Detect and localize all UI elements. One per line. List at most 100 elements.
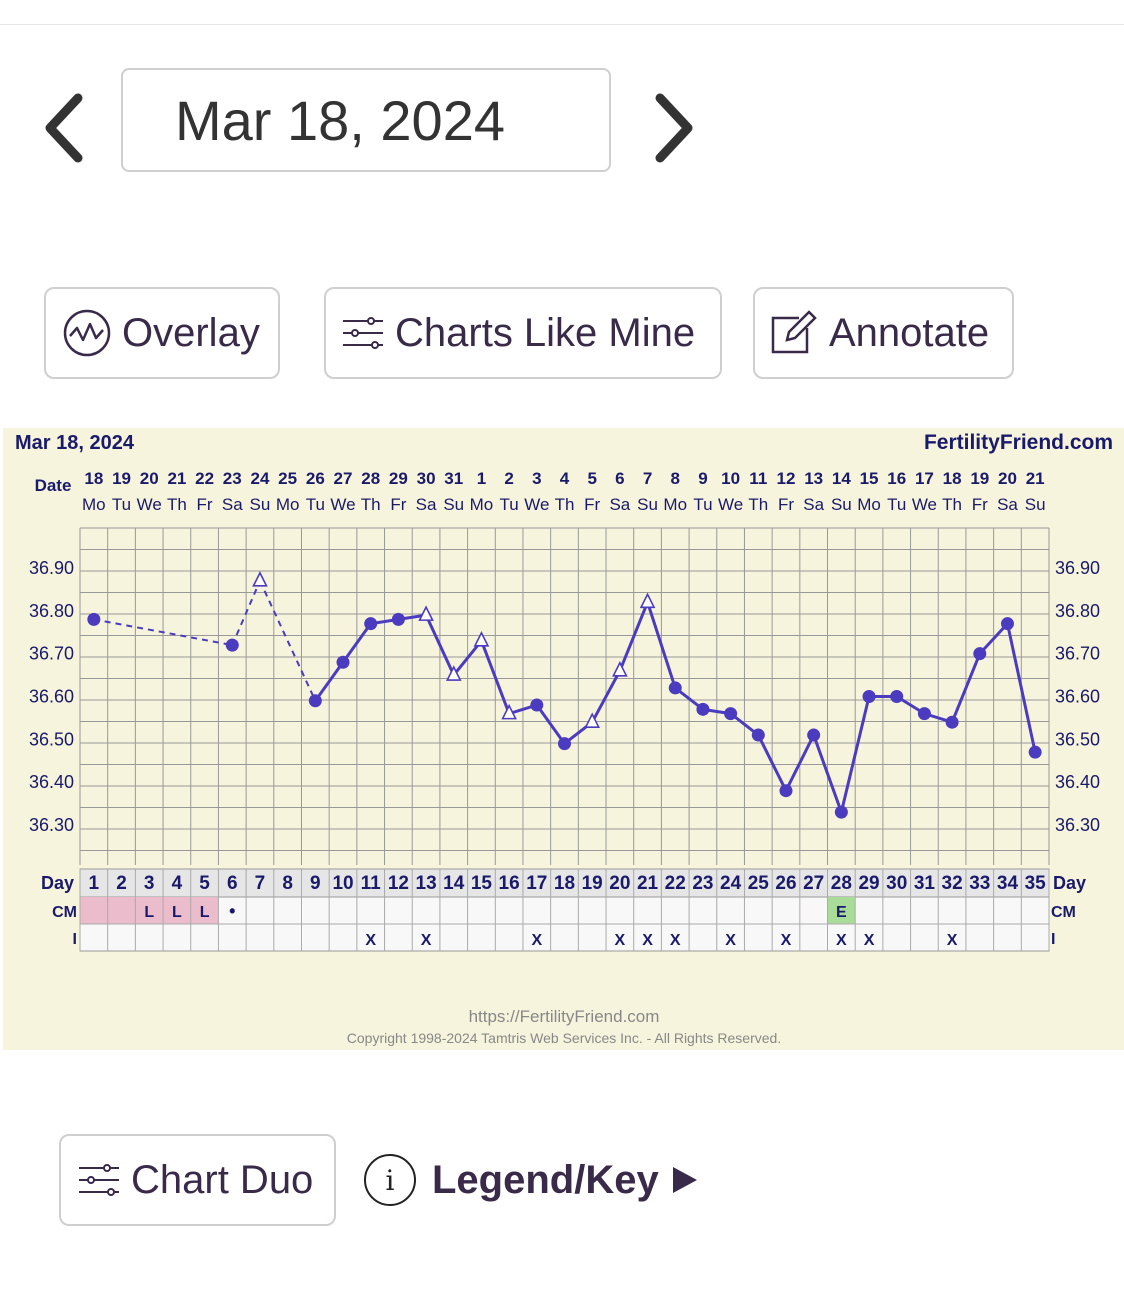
y-tick-label-right: 36.40 <box>1055 772 1100 792</box>
date-label: 9 <box>698 469 707 488</box>
cycle-day-label: 20 <box>609 873 630 894</box>
intercourse-mark: X <box>864 932 875 949</box>
temp-point <box>87 612 101 626</box>
temp-line-segment <box>812 734 843 813</box>
date-label: 27 <box>334 469 353 488</box>
period-cell <box>135 897 164 924</box>
temp-point <box>724 707 738 721</box>
weekday-label: Su <box>637 495 658 514</box>
temp-point <box>834 805 848 819</box>
temp-point-open <box>612 661 628 677</box>
y-tick-label-left: 36.80 <box>29 601 74 621</box>
date-label: 6 <box>615 469 624 488</box>
cycle-day-label: 23 <box>692 873 713 894</box>
intercourse-mark: X <box>421 932 432 949</box>
temp-line-segment <box>480 640 511 715</box>
weekday-label: Su <box>250 495 271 514</box>
legend-key-toggle[interactable]: i Legend/Key <box>364 1150 697 1210</box>
intercourse-mark: X <box>947 932 958 949</box>
cycle-day-label: 19 <box>582 873 603 894</box>
weekday-label: We <box>524 495 549 514</box>
date-label: 21 <box>1026 469 1045 488</box>
temp-line-segment <box>314 661 345 702</box>
intercourse-mark: X <box>642 932 653 949</box>
overlay-label: Overlay <box>122 310 260 355</box>
temp-line-segment <box>590 670 622 723</box>
weekday-label: Fr <box>197 495 213 514</box>
date-label: 14 <box>832 469 851 488</box>
temp-line-segment <box>231 580 261 646</box>
date-label: 4 <box>560 469 570 488</box>
sliders-icon <box>343 317 383 349</box>
intercourse-mark: X <box>781 932 792 949</box>
weekday-label: We <box>330 495 355 514</box>
weekday-label: Su <box>831 495 852 514</box>
temp-point <box>779 784 793 798</box>
y-tick-label-left: 36.90 <box>29 558 74 578</box>
day-row-label: Day <box>41 873 74 893</box>
temp-point-open <box>473 631 490 647</box>
weekday-label: Tu <box>693 495 712 514</box>
overlay-button[interactable]: Overlay <box>44 287 280 379</box>
temp-point-open <box>252 571 268 587</box>
cycle-day-label: 8 <box>282 873 293 894</box>
temp-point <box>751 728 765 742</box>
footer-url: https://FertilityFriend.com <box>469 1007 660 1026</box>
temp-point <box>945 715 959 729</box>
temp-line-segment <box>341 622 372 664</box>
date-label: 10 <box>721 469 740 488</box>
date-label: 20 <box>140 469 159 488</box>
chart-duo-button[interactable]: Chart Duo <box>59 1134 336 1226</box>
y-tick-label-right: 36.90 <box>1055 558 1100 578</box>
cycle-day-label: 21 <box>637 873 659 894</box>
weekday-label: Tu <box>306 495 325 514</box>
fertility-chart[interactable]: Mar 18, 2024 FertilityFriend.com Date 18 Mo 1… <box>3 428 1124 1050</box>
date-label: 21 <box>167 469 186 488</box>
date-label: 22 <box>195 469 214 488</box>
date-label: 3 <box>532 469 541 488</box>
cm-value: E <box>836 904 847 921</box>
date-label: 19 <box>112 469 131 488</box>
cycle-day-label: 4 <box>172 873 183 894</box>
temp-point-open <box>418 605 434 621</box>
charts-like-mine-button[interactable]: Charts Like Mine <box>324 287 722 379</box>
cycle-day-label: 1 <box>89 873 100 894</box>
y-tick-label-left: 36.30 <box>29 815 74 835</box>
cycle-day-label: 7 <box>255 873 266 894</box>
date-label: 16 <box>887 469 906 488</box>
temp-point <box>391 612 405 626</box>
y-tick-label-right: 36.70 <box>1055 644 1100 664</box>
period-cell <box>163 897 191 924</box>
previous-date-button[interactable] <box>40 88 90 168</box>
weekday-label: Fr <box>972 495 988 514</box>
weekday-label: Fr <box>584 495 600 514</box>
weekday-label: Tu <box>887 495 906 514</box>
cycle-day-label: 10 <box>332 873 353 894</box>
date-label: 31 <box>444 469 463 488</box>
current-date: Mar 18, 2024 <box>175 89 505 152</box>
cm-row-label: CM <box>52 904 77 921</box>
cycle-day-label: 24 <box>720 873 742 894</box>
y-tick-label-right: 36.30 <box>1055 815 1100 835</box>
temp-point <box>225 638 239 652</box>
temp-point <box>668 681 682 695</box>
info-icon: i <box>364 1154 416 1206</box>
info-glyph: i <box>385 1163 395 1197</box>
next-date-button[interactable] <box>648 88 698 168</box>
date-label: 29 <box>389 469 408 488</box>
site-name: FertilityFriend.com <box>924 431 1113 454</box>
intercourse-mark: X <box>670 932 681 949</box>
cycle-day-label: 11 <box>361 873 382 894</box>
egg-white-cell <box>827 897 856 924</box>
date-label: 18 <box>84 469 103 488</box>
weekday-label: Th <box>748 495 768 514</box>
cm-value: • <box>229 901 235 921</box>
temp-line-segment <box>1006 623 1037 753</box>
annotate-button[interactable]: Annotate <box>753 287 1014 379</box>
chevron-right-icon <box>655 93 693 163</box>
cm-row-label-right: CM <box>1051 904 1076 921</box>
date-selector[interactable]: Mar 18, 2024 <box>121 68 611 172</box>
date-label: 1 <box>477 469 486 488</box>
temp-line-segment <box>839 696 871 813</box>
